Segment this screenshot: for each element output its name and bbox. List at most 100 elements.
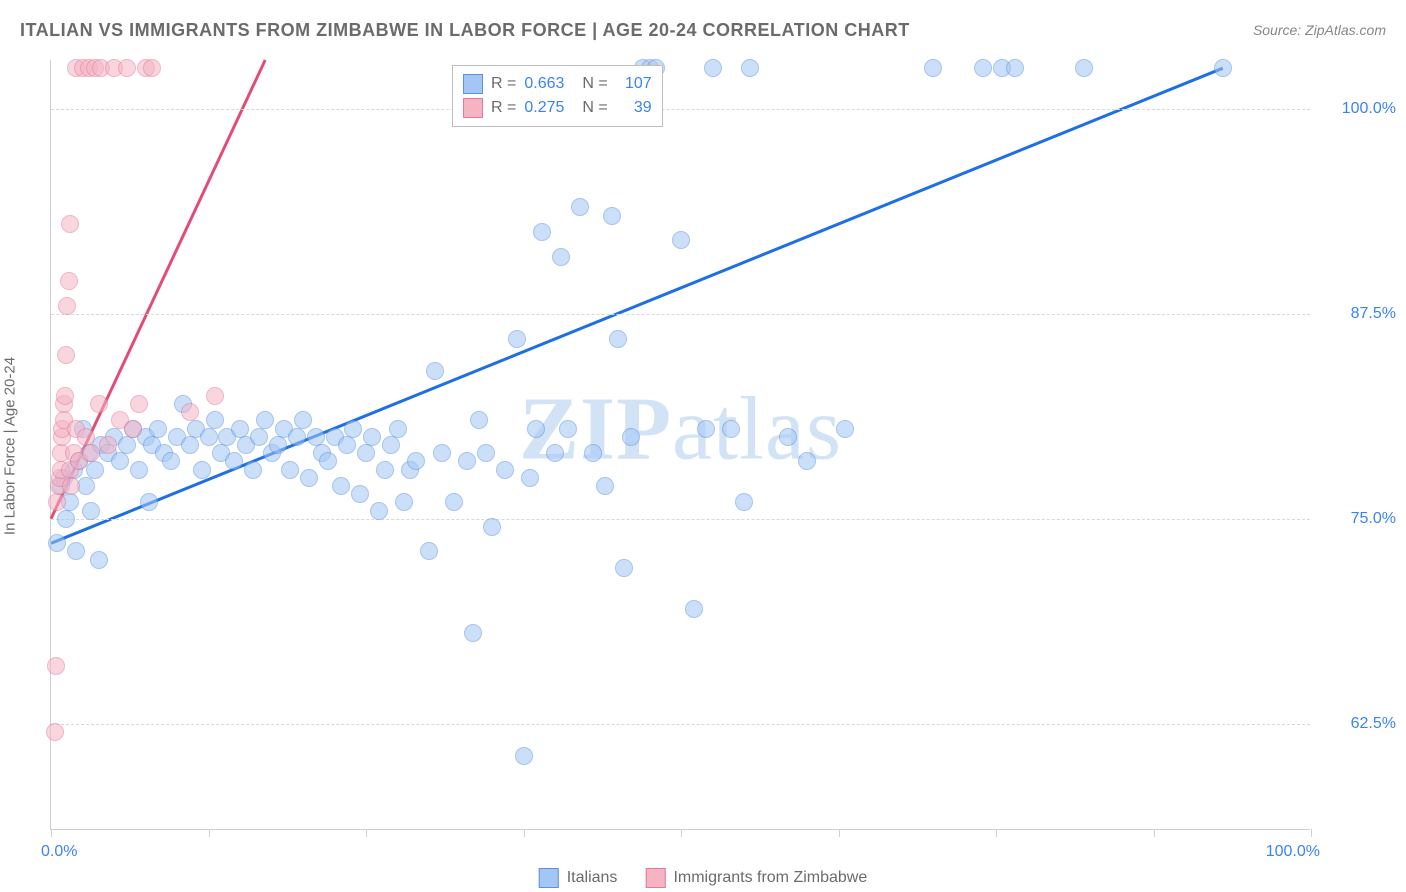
data-point xyxy=(779,428,797,446)
data-point xyxy=(294,411,312,429)
data-point xyxy=(552,248,570,266)
data-point xyxy=(111,452,129,470)
data-point xyxy=(332,477,350,495)
legend-row: R = 0.275N = 39 xyxy=(463,96,652,120)
data-point xyxy=(300,469,318,487)
data-point xyxy=(722,420,740,438)
data-point xyxy=(559,420,577,438)
data-point xyxy=(685,600,703,618)
data-point xyxy=(546,444,564,462)
data-point xyxy=(130,395,148,413)
data-point xyxy=(62,477,80,495)
data-point xyxy=(533,223,551,241)
data-point xyxy=(741,59,759,77)
data-point xyxy=(433,444,451,462)
data-point xyxy=(596,477,614,495)
legend-r-value: 0.663 xyxy=(524,72,574,96)
y-axis-label: In Labor Force | Age 20-24 xyxy=(2,357,19,535)
data-point xyxy=(836,420,854,438)
data-point xyxy=(357,444,375,462)
data-point xyxy=(382,436,400,454)
legend-swatch xyxy=(539,868,559,888)
data-point xyxy=(149,420,167,438)
x-tick xyxy=(1311,829,1312,837)
data-point xyxy=(256,411,274,429)
legend-n-value: 107 xyxy=(616,72,652,96)
y-tick-label: 87.5% xyxy=(1320,305,1396,323)
gridline xyxy=(51,314,1310,315)
data-point xyxy=(477,444,495,462)
data-point xyxy=(508,330,526,348)
x-tick-label: 0.0% xyxy=(41,843,77,861)
data-point xyxy=(269,436,287,454)
data-point xyxy=(1075,59,1093,77)
data-point xyxy=(307,428,325,446)
data-point xyxy=(974,59,992,77)
source-attribution: Source: ZipAtlas.com xyxy=(1253,22,1386,38)
data-point xyxy=(46,723,64,741)
data-point xyxy=(376,461,394,479)
data-point xyxy=(798,452,816,470)
data-point xyxy=(57,510,75,528)
data-point xyxy=(231,420,249,438)
data-point xyxy=(225,452,243,470)
data-point xyxy=(61,215,79,233)
data-point xyxy=(1214,59,1232,77)
data-point xyxy=(515,747,533,765)
x-tick xyxy=(209,829,210,837)
legend-swatch xyxy=(463,74,483,94)
data-point xyxy=(470,411,488,429)
data-point xyxy=(370,502,388,520)
data-point xyxy=(288,428,306,446)
data-point xyxy=(206,411,224,429)
x-tick xyxy=(366,829,367,837)
data-point xyxy=(140,493,158,511)
gridline xyxy=(51,519,1310,520)
y-tick-label: 62.5% xyxy=(1320,715,1396,733)
data-point xyxy=(584,444,602,462)
legend-swatch xyxy=(645,868,665,888)
data-point xyxy=(193,461,211,479)
legend-r-value: 0.275 xyxy=(524,96,574,120)
x-tick xyxy=(839,829,840,837)
data-point xyxy=(281,461,299,479)
data-point xyxy=(571,198,589,216)
data-point xyxy=(622,428,640,446)
data-point xyxy=(82,444,100,462)
data-point xyxy=(319,452,337,470)
data-point xyxy=(338,436,356,454)
data-point xyxy=(57,346,75,364)
data-point xyxy=(143,59,161,77)
data-point xyxy=(99,436,117,454)
legend-swatch xyxy=(463,98,483,118)
data-point xyxy=(351,485,369,503)
chart-title: ITALIAN VS IMMIGRANTS FROM ZIMBABWE IN L… xyxy=(20,20,910,41)
data-point xyxy=(90,395,108,413)
series-legend: Italians Immigrants from Zimbabwe xyxy=(539,868,868,888)
legend-item: Immigrants from Zimbabwe xyxy=(645,868,867,888)
data-point xyxy=(735,493,753,511)
data-point xyxy=(420,542,438,560)
data-point xyxy=(615,559,633,577)
x-tick-label: 100.0% xyxy=(1266,843,1320,861)
data-point xyxy=(181,436,199,454)
data-point xyxy=(162,452,180,470)
data-point xyxy=(86,461,104,479)
data-point xyxy=(344,420,362,438)
data-point xyxy=(67,542,85,560)
legend-item: Italians xyxy=(539,868,618,888)
data-point xyxy=(77,428,95,446)
data-point xyxy=(82,502,100,520)
data-point xyxy=(395,493,413,511)
data-point xyxy=(521,469,539,487)
data-point xyxy=(603,207,621,225)
data-point xyxy=(496,461,514,479)
data-point xyxy=(118,59,136,77)
data-point xyxy=(124,420,142,438)
legend-n-value: 39 xyxy=(616,96,652,120)
data-point xyxy=(363,428,381,446)
data-point xyxy=(206,387,224,405)
y-tick-label: 100.0% xyxy=(1320,100,1396,118)
x-tick xyxy=(51,829,52,837)
data-point xyxy=(464,624,482,642)
